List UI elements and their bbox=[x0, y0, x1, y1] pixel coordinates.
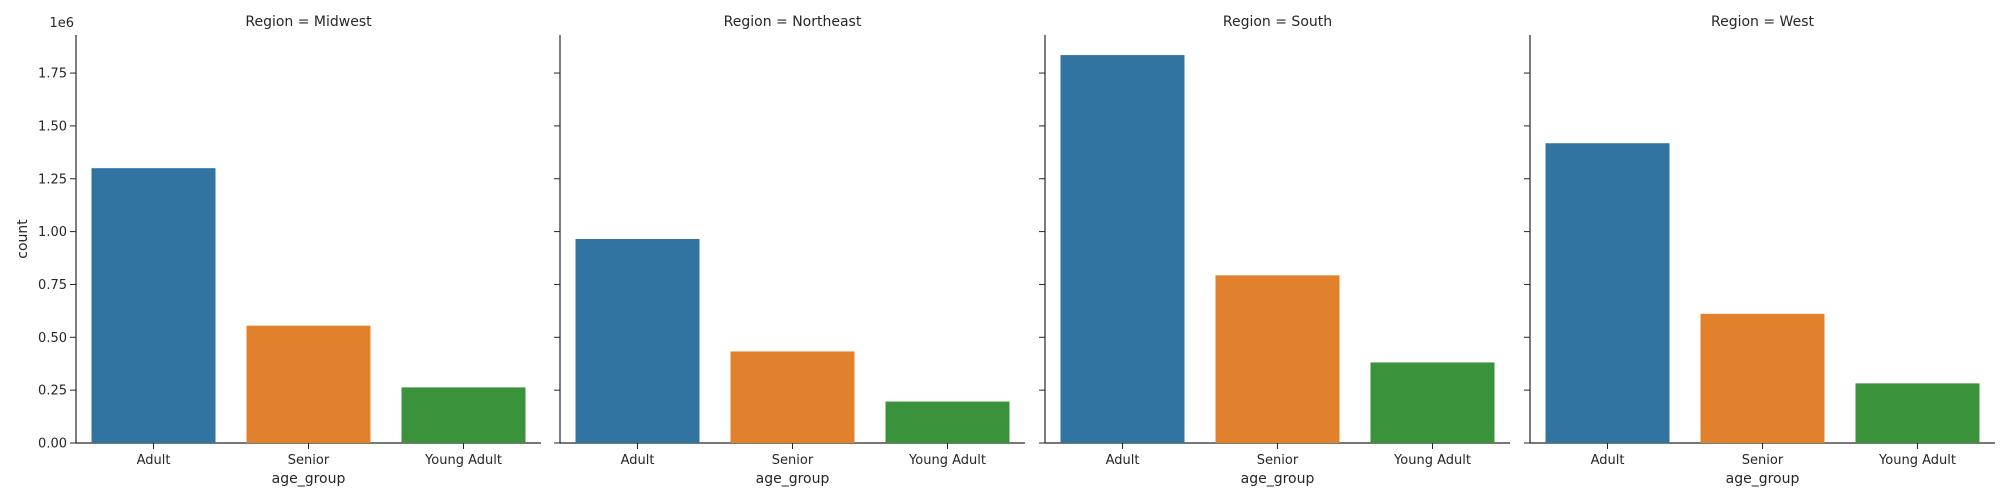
x-tick-label: Senior bbox=[1742, 453, 1784, 468]
x-tick-label: Senior bbox=[1257, 453, 1299, 468]
x-tick-label: Senior bbox=[288, 453, 330, 468]
bar-senior bbox=[246, 325, 371, 443]
x-tick-label: Young Adult bbox=[1878, 453, 1956, 468]
y-tick-label: 0.75 bbox=[38, 278, 67, 293]
y-tick-label: 1.00 bbox=[38, 225, 67, 240]
facet-title: Region = West bbox=[1711, 14, 1814, 30]
y-tick-label: 0.50 bbox=[38, 331, 67, 346]
facet-panel-northeast: Region = Northeast Adult Senior Young Adult… bbox=[554, 14, 1025, 487]
bar-young-adult bbox=[401, 387, 526, 443]
bar-adult bbox=[575, 239, 700, 443]
bar-senior bbox=[1700, 313, 1825, 443]
facets-group: Region = Midwest 0.00 0.25 0.50 0.75 1.00 1.25… bbox=[38, 14, 1995, 487]
bar-adult bbox=[1545, 143, 1670, 443]
x-tick-label: Adult bbox=[621, 453, 655, 468]
x-tick-label: Adult bbox=[137, 453, 171, 468]
x-tick-label: Young Adult bbox=[908, 453, 986, 468]
facet-title: Region = South bbox=[1223, 14, 1332, 30]
y-axis-title: count bbox=[15, 219, 31, 259]
bar-young-adult bbox=[1855, 383, 1980, 443]
facet-panel-south: Region = South Adult Senior Young Adult age_… bbox=[1039, 14, 1510, 487]
y-tick-label: 1.25 bbox=[38, 172, 67, 187]
bar-adult bbox=[1060, 55, 1185, 444]
x-tick-label: Adult bbox=[1591, 453, 1625, 468]
y-tick-label: 1.50 bbox=[38, 119, 67, 134]
y-tick-label: 0.00 bbox=[38, 437, 67, 452]
facet-panel-midwest: Region = Midwest 0.00 0.25 0.50 0.75 1.00 1.25… bbox=[38, 14, 541, 487]
bar-senior bbox=[730, 351, 855, 443]
x-axis-title: age_group bbox=[272, 471, 346, 487]
bar-young-adult bbox=[1370, 362, 1495, 443]
y-tick-label: 0.25 bbox=[38, 384, 67, 399]
x-axis-title: age_group bbox=[1241, 471, 1315, 487]
x-tick-label: Adult bbox=[1106, 453, 1140, 468]
x-tick-label: Young Adult bbox=[1393, 453, 1471, 468]
y-offset-label: 1e6 bbox=[49, 16, 74, 31]
x-axis-title: age_group bbox=[756, 471, 830, 487]
bar-adult bbox=[91, 168, 216, 444]
facet-panel-west: Region = West Adult Senior Young Adult age_g… bbox=[1524, 14, 1995, 487]
y-tick-label: 1.75 bbox=[38, 67, 67, 82]
x-tick-label: Young Adult bbox=[424, 453, 502, 468]
facet-title: Region = Midwest bbox=[245, 14, 372, 30]
bar-young-adult bbox=[885, 401, 1010, 443]
bar-senior bbox=[1215, 275, 1340, 443]
facet-title: Region = Northeast bbox=[724, 14, 862, 30]
x-tick-label: Senior bbox=[772, 453, 814, 468]
x-axis-title: age_group bbox=[1726, 471, 1800, 487]
